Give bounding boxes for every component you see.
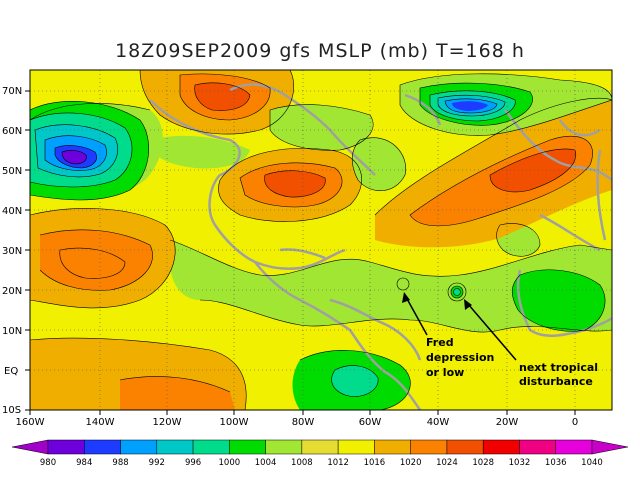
colorbar-segment [156,439,194,455]
colorbar-label: 992 [149,458,165,468]
lon-label: 160W [16,417,45,428]
lat-label: 10S [2,405,21,416]
lon-label: 40W [427,417,450,428]
lat-label: 10N [2,326,22,337]
colorbar-low-arrow [11,439,49,455]
colorbar-segment [84,439,121,455]
lon-label: 140W [86,417,115,428]
colorbar-label: 1024 [436,458,458,468]
disturbance-label-line1: next tropical [519,361,598,374]
lat-label: 70N [2,86,22,97]
fred-label-line3: or low [426,366,464,379]
lat-label: 30N [2,246,22,257]
longitude-axis: 160W 140W 120W 100W 80W 60W 40W 20W 0 [16,417,579,428]
colorbar-label: 1004 [255,458,277,468]
colorbar-label: 1036 [545,458,567,468]
colorbar-segment [47,439,85,455]
graticule [30,70,612,410]
colorbar-segment [519,439,556,455]
colorbar-label: 996 [185,458,201,468]
tropical-band [169,240,612,333]
colorbar-segment [446,439,484,455]
colorbar-label: 1040 [581,458,603,468]
lon-label: 80W [292,417,315,428]
colorbar-label: 1008 [291,458,313,468]
colorbar-segment [265,439,303,455]
lon-label: 100W [220,417,249,428]
colorbar-label: 1020 [400,458,422,468]
fred-label-line1: Fred [426,336,454,349]
lon-label: 60W [359,417,382,428]
colorbar-label: 1016 [364,458,386,468]
colorbar-segment [337,439,375,455]
colorbar: 980 984 988 992 996 1000 1004 1008 1012 1016 1020 1… [11,439,629,468]
fred-annotation: Fred depression or low [402,292,494,379]
lon-label: 20W [496,417,519,428]
colorbar-segment [555,439,593,455]
lat-label: EQ [4,366,18,377]
plot-area [30,70,612,410]
colorbar-segment [482,439,520,455]
colorbar-label: 1032 [509,458,531,468]
colorbar-label: 1028 [472,458,494,468]
colorbar-segment [192,439,230,455]
colorbar-segment [229,439,266,455]
colorbar-segment [374,439,411,455]
lat-label: 60N [2,126,22,137]
colorbar-label: 1012 [327,458,349,468]
colorbar-label: 980 [40,458,56,468]
lon-label: 120W [153,417,182,428]
colorbar-high-arrow [591,439,629,455]
latitude-axis: 70N 60N 50N 40N 30N 20N 10N EQ 10S [2,86,22,416]
disturbance-label-line2: disturbance [519,375,593,388]
isobar-contours [30,70,612,410]
colorbar-segment [120,439,158,455]
lat-label: 40N [2,206,22,217]
lat-label: 50N [2,166,22,177]
fred-label-line2: depression [426,351,494,364]
colorbar-segment [301,439,339,455]
colorbar-label: 1000 [219,458,241,468]
colorbar-label: 984 [76,458,92,468]
map-title: 18Z09SEP2009 gfs MSLP (mb) T=168 h [115,40,525,62]
lat-label: 20N [2,286,22,297]
colorbar-label: 988 [112,458,128,468]
disturbance-annotation: next tropical disturbance [464,299,598,388]
plot-frame [29,69,613,411]
lon-label: 0 [572,417,578,428]
colorbar-segment [410,439,448,455]
